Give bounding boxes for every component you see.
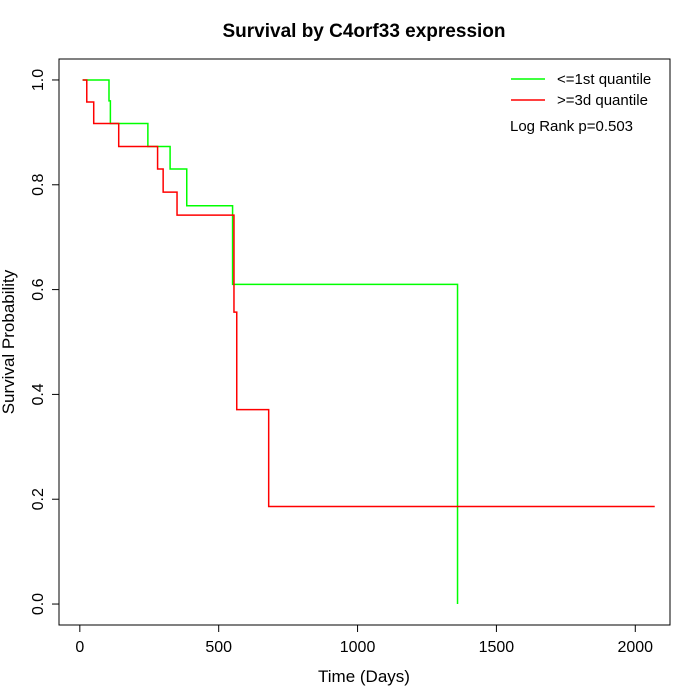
y-tick-label: 0.4 bbox=[30, 383, 47, 405]
y-axis-label: Survival Probability bbox=[0, 269, 18, 414]
x-tick-label: 1500 bbox=[479, 639, 515, 656]
x-axis-label: Time (Days) bbox=[318, 667, 410, 686]
chart-title: Survival by C4orf33 expression bbox=[222, 21, 505, 42]
y-tick-label: 1.0 bbox=[30, 69, 47, 91]
y-tick-label: 0.6 bbox=[30, 278, 47, 300]
legend-label-high: >=3d quantile bbox=[557, 92, 648, 109]
series-line-0 bbox=[82, 79, 459, 605]
log-rank-annotation: Log Rank p=0.503 bbox=[510, 118, 633, 135]
legend-label-low: <=1st quantile bbox=[557, 71, 651, 88]
series-layer bbox=[82, 79, 655, 605]
legend: <=1st quantile >=3d quantile bbox=[511, 71, 651, 109]
y-tick-label: 0.8 bbox=[30, 174, 47, 196]
y-tick-label: 0.0 bbox=[30, 593, 47, 615]
x-tick-label: 1000 bbox=[340, 639, 376, 656]
x-tick-label: 2000 bbox=[617, 639, 653, 656]
y-axis: 0.0 0.2 0.4 0.6 0.8 1.0 bbox=[30, 69, 60, 615]
series-line-1 bbox=[82, 79, 655, 508]
x-tick-label: 0 bbox=[75, 639, 84, 656]
x-tick-label: 500 bbox=[205, 639, 232, 656]
plot-frame bbox=[58, 58, 671, 626]
x-axis: 0 500 1000 1500 2000 bbox=[75, 624, 653, 656]
y-tick-label: 0.2 bbox=[30, 488, 47, 510]
